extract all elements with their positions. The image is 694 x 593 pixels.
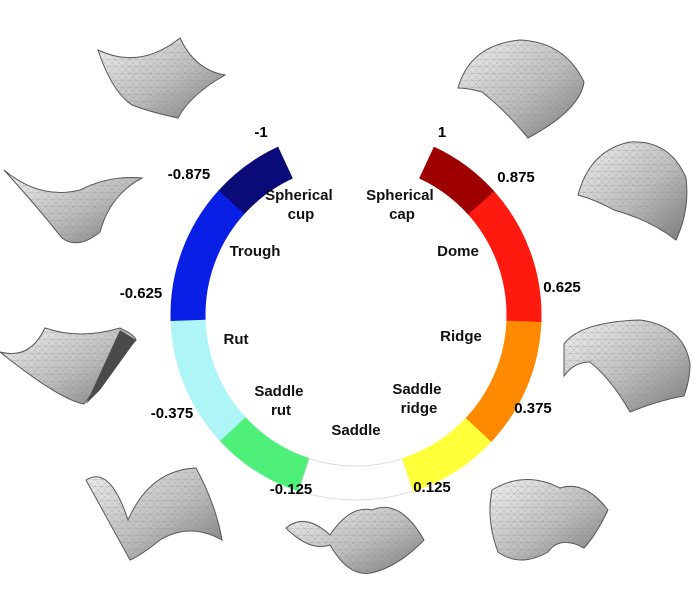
tick-label: 1: [438, 124, 446, 141]
trough-surface-icon: [3, 169, 144, 244]
ring-segment-saddle: [298, 457, 414, 501]
label-saddle-ridge: Saddle ridge: [392, 381, 445, 417]
cup-surface-icon: [97, 37, 227, 119]
ring-segment-trough: [170, 190, 245, 322]
label-saddle-rut: Saddle rut: [254, 383, 307, 419]
ring-segment-dome: [467, 190, 542, 322]
label-ridge: Ridge: [440, 328, 482, 345]
ridge-surface-icon: [563, 319, 691, 413]
rut-surface-icon: [0, 327, 137, 405]
label-saddle: Saddle: [331, 422, 380, 439]
ring-segment-saddle-rut: [219, 417, 310, 492]
dome-surface-icon: [577, 141, 688, 241]
label-rut: Rut: [224, 331, 249, 348]
tick-label: -1: [254, 124, 267, 141]
ring-segment-ridge: [465, 319, 542, 442]
tick-label: 0.125: [413, 479, 451, 496]
tick-label: 0.875: [497, 169, 535, 186]
segment-labels: Spherical cup Trough Rut Saddle rut Sadd…: [224, 187, 482, 439]
tick-label: -0.875: [168, 166, 211, 183]
label-dome: Dome: [437, 243, 479, 260]
cap-surface-icon: [457, 39, 585, 139]
saddle-ridge-surface-icon: [489, 479, 609, 561]
label-trough: Trough: [230, 243, 281, 260]
label-spherical-cap: Spherical cap: [366, 187, 438, 223]
ring-segment-spherical-cap: [419, 146, 495, 215]
tick-label: -0.125: [270, 481, 313, 498]
color-ring: [170, 146, 542, 501]
tick-label: 0.625: [543, 279, 581, 296]
tick-label: -0.375: [151, 405, 194, 422]
saddle-rut-surface-icon: [85, 467, 223, 561]
tick-label: 0.375: [514, 400, 552, 417]
saddle-surface-icon: [285, 506, 425, 574]
tick-label: -0.625: [120, 285, 163, 302]
ring-segment-rut: [170, 319, 247, 442]
tick-labels: -1 -0.875 -0.625 -0.375 -0.125 0.125 0.3…: [120, 124, 581, 498]
ring-segment-saddle-ridge: [402, 417, 493, 492]
label-spherical-cup: Spherical cup: [265, 187, 337, 223]
ring-segment-spherical-cup: [217, 146, 293, 215]
